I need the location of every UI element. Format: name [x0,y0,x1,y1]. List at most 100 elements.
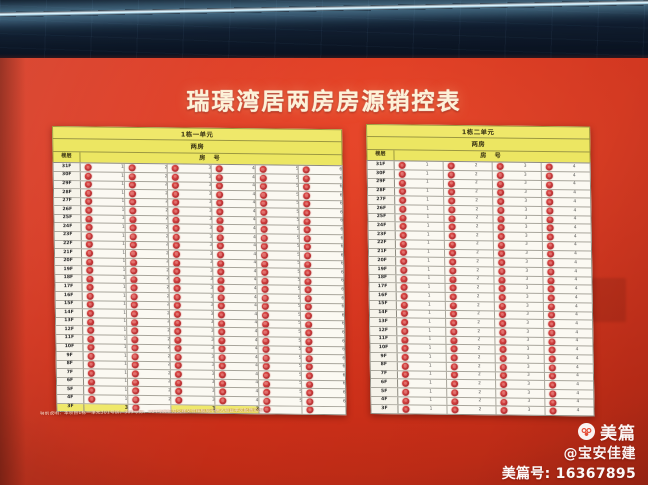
room-cell[interactable]: 6 [301,286,344,294]
room-cell[interactable]: 5 [258,345,302,354]
room-cell[interactable]: 6 [303,398,345,406]
room-cell[interactable]: 4 [212,225,257,234]
room-cell[interactable]: 4 [215,379,259,388]
room-cell[interactable]: 6 [301,320,344,329]
room-cell[interactable]: 4 [542,181,590,189]
room-cell[interactable]: 6 [301,269,343,277]
room-cell[interactable]: 6 [302,346,345,354]
room-cell[interactable]: 4 [214,319,258,328]
room-cell[interactable]: 2 [445,275,495,284]
room-cell[interactable]: 4 [212,208,257,217]
room-cell[interactable]: 1 [396,275,446,284]
room-cell[interactable]: 6 [301,312,344,320]
room-cell[interactable]: 2 [125,267,170,276]
room-cell[interactable]: 3 [169,293,214,302]
room-cell[interactable]: 5 [256,208,300,217]
room-cell[interactable]: 4 [542,189,590,197]
room-cell[interactable]: 3 [170,353,215,362]
room-cell[interactable]: 6 [300,235,343,243]
room-cell[interactable]: 5 [258,354,303,363]
room-cell[interactable]: 2 [125,249,170,259]
room-cell[interactable]: 3 [168,181,213,190]
room-cell[interactable]: 3 [168,190,213,199]
room-cell[interactable]: 1 [83,343,128,352]
room-cell[interactable]: 3 [493,188,543,198]
room-cell[interactable]: 6 [299,166,342,174]
room-cell[interactable]: 4 [544,285,592,293]
room-cell[interactable]: 1 [394,170,444,179]
room-cell[interactable]: 3 [171,370,216,379]
room-cell[interactable]: 3 [496,380,546,390]
room-cell[interactable]: 1 [84,395,129,404]
room-cell[interactable]: 4 [213,276,258,285]
room-cell[interactable]: 4 [213,302,258,311]
room-cell[interactable]: 6 [302,338,345,346]
room-cell[interactable]: 4 [545,364,593,372]
room-cell[interactable]: 3 [493,241,543,250]
room-cell[interactable]: 1 [396,301,446,310]
room-cell[interactable]: 1 [81,240,126,249]
room-cell[interactable]: 3 [493,206,543,215]
room-cell[interactable]: 5 [258,388,303,397]
room-cell[interactable]: 2 [445,266,495,276]
room-cell[interactable]: 1 [80,189,125,198]
room-cell[interactable]: 4 [544,303,592,311]
room-cell[interactable]: 4 [545,390,593,398]
room-cell[interactable]: 2 [444,240,494,249]
room-cell[interactable]: 6 [302,329,344,337]
room-cell[interactable]: 5 [257,302,302,311]
room-cell[interactable]: 2 [444,188,494,197]
room-cell[interactable]: 5 [257,294,302,303]
room-cell[interactable]: 5 [257,285,302,294]
room-cell[interactable]: 3 [494,276,544,285]
room-cell[interactable]: 4 [213,310,258,320]
room-cell[interactable]: 1 [396,292,446,301]
room-cell[interactable]: 2 [127,344,171,353]
room-cell[interactable]: 5 [256,242,301,251]
room-cell[interactable]: 3 [492,171,542,180]
room-cell[interactable]: 4 [545,346,593,354]
room-cell[interactable]: 3 [495,337,545,346]
room-cell[interactable]: 2 [444,214,494,223]
room-cell[interactable]: 3 [495,319,545,328]
room-cell[interactable]: 2 [125,241,170,250]
room-cell[interactable]: 1 [398,388,448,397]
room-cell[interactable]: 3 [493,197,543,206]
room-cell[interactable]: 1 [82,283,127,292]
room-cell[interactable]: 3 [169,284,214,293]
room-cell[interactable]: 2 [445,258,495,267]
room-cell[interactable]: 4 [543,259,591,267]
room-cell[interactable]: 3 [169,267,214,276]
room-cell[interactable]: 2 [444,223,494,232]
room-cell[interactable]: 4 [212,242,257,251]
room-cell[interactable]: 2 [446,345,496,354]
room-cell[interactable]: 4 [545,355,593,363]
room-cell[interactable]: 6 [300,226,343,234]
room-cell[interactable]: 2 [447,406,497,415]
room-cell[interactable]: 2 [127,378,172,387]
room-cell[interactable]: 1 [82,309,127,318]
room-cell[interactable]: 3 [168,207,213,216]
room-cell[interactable]: 4 [542,207,590,215]
room-cell[interactable]: 1 [395,222,445,231]
room-cell[interactable]: 1 [82,275,127,284]
room-cell[interactable]: 6 [301,260,343,268]
room-cell[interactable]: 6 [302,372,345,380]
room-cell[interactable]: 3 [168,216,213,225]
room-cell[interactable]: 2 [124,207,169,216]
room-cell[interactable]: 5 [257,311,302,320]
room-cell[interactable]: 2 [127,395,172,404]
room-cell[interactable]: 4 [213,268,258,277]
room-cell[interactable]: 3 [169,241,213,250]
room-cell[interactable]: 2 [445,301,495,310]
room-cell[interactable]: 1 [80,180,125,189]
room-cell[interactable]: 3 [494,310,545,320]
room-cell[interactable]: 4 [212,216,257,225]
room-cell[interactable]: 1 [397,353,447,362]
room-cell[interactable]: 5 [255,182,300,191]
room-cell[interactable]: 3 [496,398,546,407]
room-cell[interactable]: 1 [395,187,445,197]
room-cell[interactable]: 4 [544,311,592,320]
room-cell[interactable]: 3 [494,258,544,267]
room-cell[interactable]: 1 [81,232,126,241]
